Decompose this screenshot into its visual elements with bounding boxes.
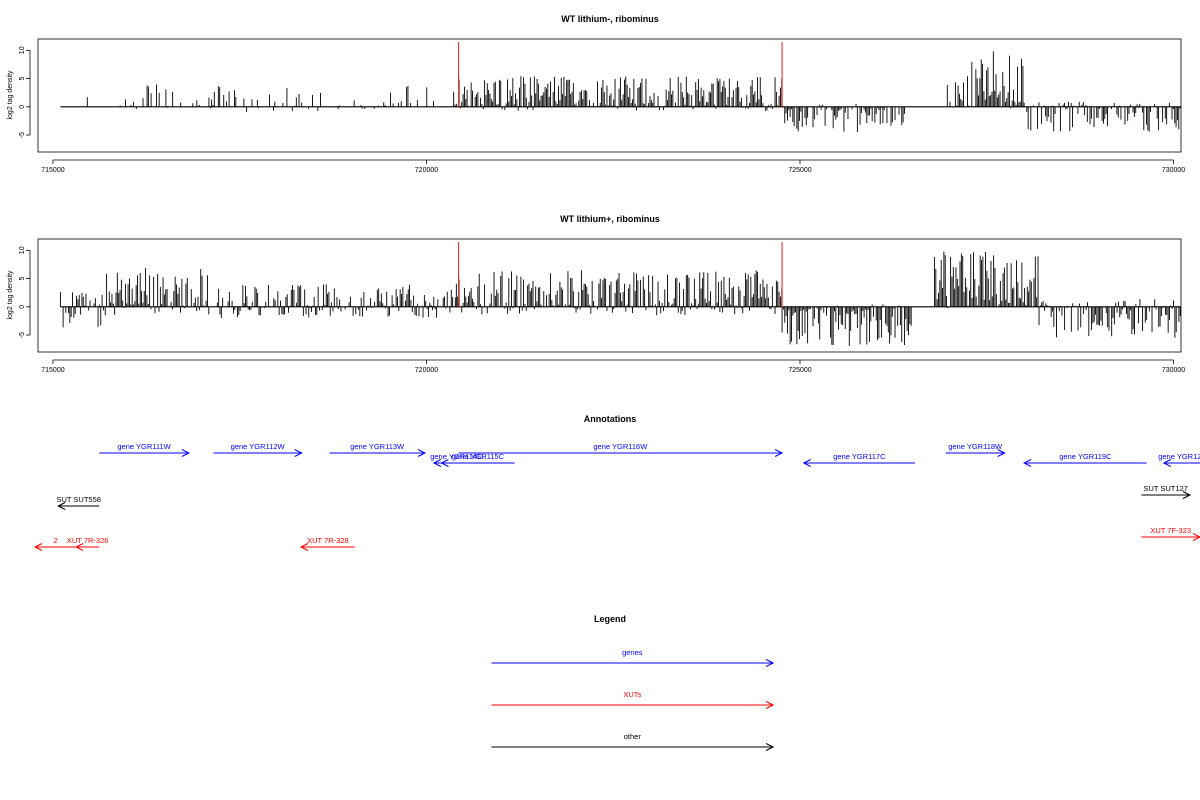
feature-label: gene YGR111W bbox=[117, 442, 171, 451]
feature-label: XUT 7R-328 bbox=[307, 536, 349, 545]
feature-label: gene YGR118W bbox=[948, 442, 1003, 451]
x-tick-label: 730000 bbox=[1162, 367, 1185, 374]
y-axis-label: log2 tag density bbox=[7, 270, 14, 320]
y-tick-label: 5 bbox=[19, 277, 26, 281]
x-tick-label: 730000 bbox=[1162, 167, 1185, 174]
track-panel-lithium-minus: WT lithium-, ribominus log2 tag density … bbox=[7, 14, 1185, 174]
y-tick-label: 0 bbox=[19, 305, 26, 309]
x-axis: 715000 720000 725000 730000 bbox=[41, 359, 1185, 374]
feature-label: SUT SUT127 bbox=[1143, 484, 1187, 493]
annotation-feature[interactable]: 2 bbox=[33, 536, 77, 551]
legend-item: genes bbox=[491, 648, 775, 667]
annotation-feature[interactable]: gene YGR120 bbox=[1158, 452, 1200, 467]
feature-label: gene YGR114C bbox=[430, 452, 483, 461]
arrowhead-left-icon bbox=[33, 543, 43, 551]
annotation-feature[interactable]: gene YGR116W bbox=[458, 442, 784, 457]
arrowhead-left-icon bbox=[1022, 459, 1032, 467]
arrowhead-left-icon bbox=[74, 543, 84, 551]
track-panel-lithium-plus: WT lithium+, ribominus log2 tag density … bbox=[7, 214, 1185, 374]
x-tick-label: 720000 bbox=[415, 167, 438, 174]
arrowhead-left-icon bbox=[299, 543, 309, 551]
arrowhead-left-icon bbox=[1162, 459, 1172, 467]
legend-label: genes bbox=[622, 648, 643, 657]
feature-label: gene YGR113W bbox=[350, 442, 405, 451]
legend-item: XUTs bbox=[491, 690, 775, 709]
signal-bars bbox=[60, 51, 1181, 133]
boundary-markers bbox=[458, 42, 783, 108]
arrowhead-left-icon bbox=[432, 459, 442, 467]
legend: Legend genes XUTs other bbox=[491, 614, 775, 751]
arrowhead-right-icon bbox=[294, 449, 303, 457]
legend-label: other bbox=[624, 732, 642, 741]
annotations-title: Annotations bbox=[584, 414, 637, 424]
feature-label: gene YGR112W bbox=[231, 442, 286, 451]
x-tick-label: 715000 bbox=[41, 167, 64, 174]
arrowhead-right-icon bbox=[765, 743, 775, 751]
arrowhead-right-icon bbox=[181, 449, 191, 457]
y-tick-label: -5 bbox=[19, 332, 26, 338]
arrowhead-left-icon bbox=[802, 459, 811, 467]
arrowhead-right-icon bbox=[1182, 491, 1192, 499]
annotation-feature[interactable]: gene YGR112W bbox=[213, 442, 303, 457]
feature-label: gene YGR117C bbox=[833, 452, 886, 461]
annotation-feature[interactable]: gene YGR118W bbox=[945, 442, 1006, 457]
feature-label: gene YGR120 bbox=[1158, 452, 1200, 461]
x-tick-label: 725000 bbox=[788, 167, 811, 174]
arrowhead-right-icon bbox=[765, 701, 775, 709]
annotation-feature[interactable]: gene YGR115C bbox=[440, 452, 515, 467]
y-axis-label: log2 tag density bbox=[7, 70, 14, 120]
track-title: WT lithium+, ribominus bbox=[560, 214, 660, 224]
annotation-feature[interactable]: gene YGR117C bbox=[802, 452, 916, 467]
feature-label: gene YGR119C bbox=[1059, 452, 1112, 461]
annotation-feature[interactable]: XUT 7R-328 bbox=[299, 536, 355, 551]
x-axis: 715000 720000 725000 730000 bbox=[41, 159, 1185, 174]
annotation-feature[interactable]: gene YGR119C bbox=[1022, 452, 1147, 467]
annotation-track: Annotations gene YGR111W gene YGR112W gene… bbox=[33, 414, 1200, 551]
annotation-feature[interactable]: SUT SUT558 bbox=[56, 495, 101, 510]
signal-bars bbox=[59, 251, 1181, 346]
y-tick-label: 0 bbox=[19, 105, 26, 109]
boundary-markers bbox=[458, 242, 783, 308]
legend-label: XUTs bbox=[623, 690, 641, 699]
legend-items: genes XUTs other bbox=[491, 648, 775, 751]
annotation-feature[interactable]: XUT 7R-326 bbox=[67, 536, 109, 551]
x-tick-label: 725000 bbox=[788, 367, 811, 374]
feature-label: 2 bbox=[53, 536, 57, 545]
y-tick-label: 5 bbox=[19, 77, 26, 81]
track-title: WT lithium-, ribominus bbox=[561, 14, 659, 24]
plot-frame bbox=[37, 38, 1182, 153]
x-tick-label: 720000 bbox=[415, 367, 438, 374]
y-axis: -5 0 5 10 bbox=[19, 246, 31, 338]
x-tick-label: 715000 bbox=[41, 367, 64, 374]
arrowhead-right-icon bbox=[1192, 533, 1200, 541]
annotation-feature[interactable]: gene YGR111W bbox=[99, 442, 191, 457]
feature-label: XUT 7F-323 bbox=[1150, 526, 1191, 535]
y-axis: -5 0 5 10 bbox=[19, 46, 31, 138]
feature-arrows: gene YGR111W gene YGR112W gene YGR113W gene… bbox=[33, 442, 1200, 551]
annotation-feature[interactable]: XUT 7F-323 bbox=[1141, 526, 1200, 541]
arrowhead-right-icon bbox=[774, 449, 784, 457]
annotation-feature[interactable]: gene YGR113W bbox=[329, 442, 427, 457]
feature-label: SUT SUT558 bbox=[56, 495, 100, 504]
y-tick-label: 10 bbox=[19, 46, 26, 54]
arrowhead-right-icon bbox=[417, 449, 427, 457]
arrowhead-right-icon bbox=[765, 659, 775, 667]
feature-label: XUT 7R-326 bbox=[67, 536, 109, 545]
legend-item: other bbox=[491, 732, 775, 751]
annotation-feature[interactable]: SUT SUT127 bbox=[1141, 484, 1192, 499]
arrowhead-right-icon bbox=[997, 449, 1006, 457]
feature-label: gene YGR115C bbox=[452, 452, 505, 461]
arrowhead-left-icon bbox=[57, 502, 66, 510]
y-tick-label: 10 bbox=[19, 246, 26, 254]
legend-title: Legend bbox=[594, 614, 626, 624]
feature-label: gene YGR116W bbox=[593, 442, 648, 451]
plot-frame bbox=[37, 238, 1182, 353]
arrowhead-left-icon bbox=[440, 459, 449, 467]
y-tick-label: -5 bbox=[19, 132, 26, 138]
